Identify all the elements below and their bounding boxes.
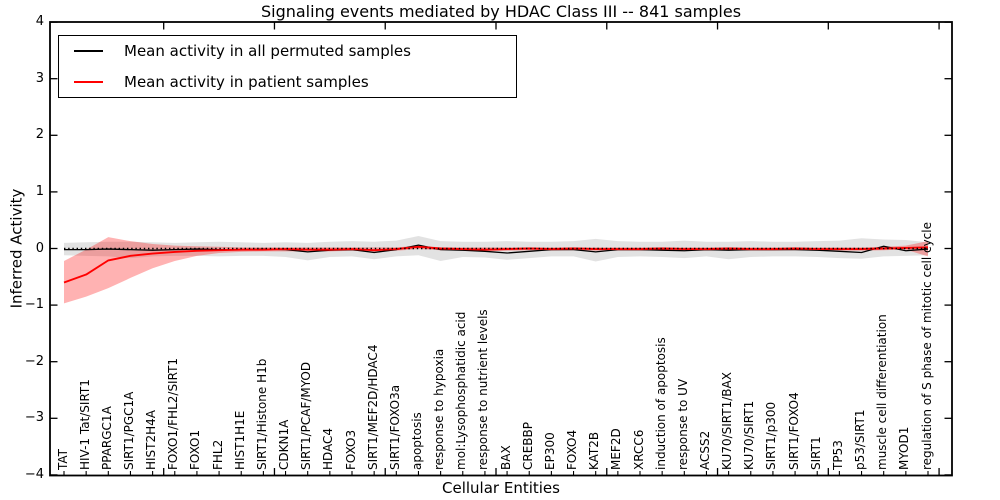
legend-entry-permuted: Mean activity in all permuted samples: [59, 36, 516, 67]
x-tick-label: HIV-1 Tat/SIRT1: [77, 379, 92, 470]
x-tick-label: KU70/SIRT1: [742, 400, 757, 470]
y-tick-label: 4: [35, 14, 44, 30]
x-tick-label: SIRT1/FOXO3a: [387, 384, 402, 470]
y-tick-label: 2: [35, 127, 44, 143]
x-tick-label: apoptosis: [409, 412, 424, 470]
x-tick-label: regulation of S phase of mitotic cell cy…: [919, 222, 934, 470]
x-tick-label: p53/SIRT1: [853, 409, 868, 470]
x-tick-label: FOXO1: [188, 429, 203, 470]
x-tick-label: SIRT1/PGC1A: [121, 391, 136, 470]
x-tick-label: HIST1H1E: [232, 410, 247, 470]
x-tick-label: response to nutrient levels: [476, 309, 491, 470]
y-tick-label: −3: [24, 410, 44, 426]
x-axis-label: Cellular Entities: [442, 479, 560, 497]
x-tick-label: response to hypoxia: [432, 348, 447, 470]
legend-line-sample-permuted: [74, 50, 103, 53]
patient-samples-range-band: [64, 237, 928, 304]
y-tick-label: −2: [24, 353, 44, 369]
x-tick-label: MEF2D: [609, 428, 624, 470]
x-tick-label: KAT2B: [587, 431, 602, 470]
x-tick-label: MYOD1: [897, 426, 912, 470]
x-tick-label: induction of apoptosis: [653, 337, 668, 470]
x-tick-label: BAX: [498, 445, 513, 470]
x-tick-label: ACSS2: [697, 430, 712, 470]
y-tick-label: −1: [24, 297, 44, 313]
x-tick-label: FOXO1/FHL2/SIRT1: [166, 357, 181, 470]
x-tick-label: muscle cell differentiation: [875, 314, 890, 470]
x-tick-label: SIRT1/FOXO4: [786, 392, 801, 470]
x-tick-label: SIRT1/MEF2D/HDAC4: [365, 344, 380, 470]
x-tick-label: mol:Lysophosphatidic acid: [454, 311, 469, 470]
x-tick-label: SIRT1/Histone H1b: [254, 358, 269, 470]
patient-mean-line: [63, 245, 929, 284]
legend-label-permuted: Mean activity in all permuted samples: [124, 42, 411, 61]
x-tick-label: PPARGC1A: [99, 406, 114, 470]
x-tick-label: TAT: [55, 448, 70, 470]
x-tick-label: EP300: [542, 432, 557, 470]
x-tick-label: XRCC6: [631, 429, 646, 470]
x-tick-label: CDKN1A: [277, 419, 292, 470]
y-tick-label: −4: [24, 466, 44, 482]
x-tick-label: HIST2H4A: [144, 409, 159, 470]
legend-entry-patient: Mean activity in patient samples: [59, 67, 516, 98]
x-tick-label: CREBBP: [520, 422, 535, 470]
legend: Mean activity in all permuted samples Me…: [58, 35, 517, 98]
x-tick-label: SIRT1/p300: [764, 401, 779, 470]
legend-line-sample-patient: [74, 80, 103, 83]
x-tick-label: FHL2: [210, 439, 225, 470]
x-tick-label: TP53: [830, 440, 845, 470]
x-tick-label: KU70/SIRT1/BAX: [720, 372, 735, 470]
x-tick-label: FOXO3: [343, 429, 358, 470]
x-tick-label: SIRT1: [808, 436, 823, 470]
x-tick-label: FOXO4: [565, 429, 580, 470]
y-tick-label: 0: [35, 240, 44, 256]
y-tick-label: 1: [35, 183, 44, 199]
chart-title: Signaling events mediated by HDAC Class …: [260, 2, 742, 21]
legend-label-patient: Mean activity in patient samples: [124, 72, 369, 91]
x-tick-label: SIRT1/PCAF/MYOD: [299, 361, 314, 470]
x-tick-label: response to UV: [675, 378, 690, 470]
x-tick-label: HDAC4: [321, 427, 336, 470]
y-tick-label: 3: [35, 70, 44, 86]
